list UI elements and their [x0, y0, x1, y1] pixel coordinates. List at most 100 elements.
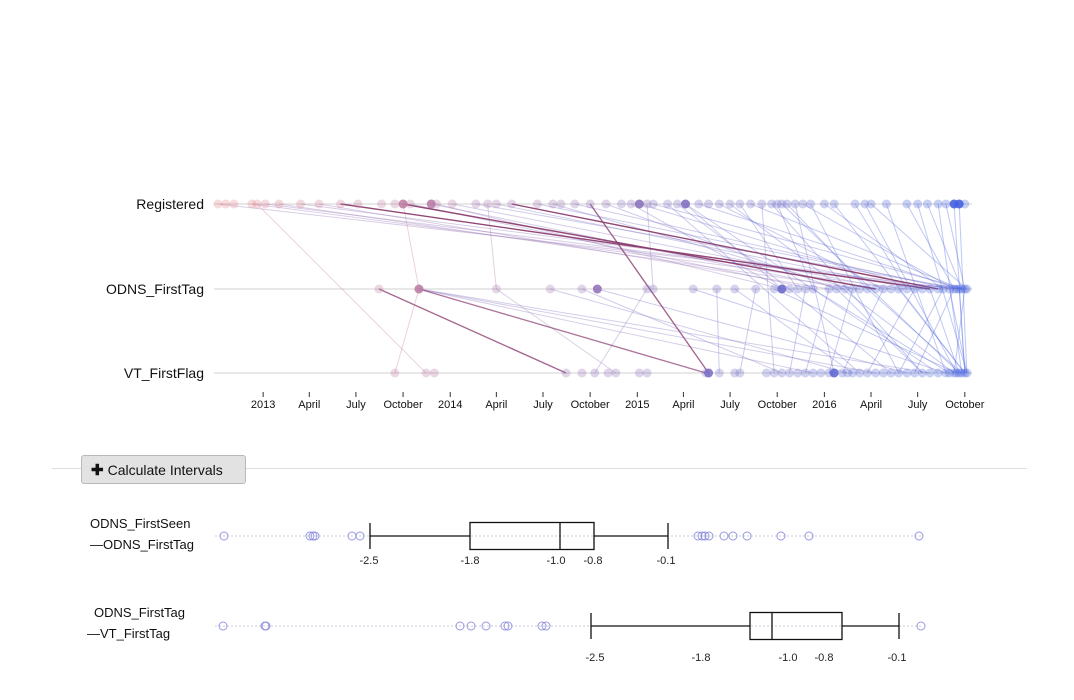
point-0-2 [229, 199, 239, 209]
link-line-72 [773, 288, 957, 374]
point-0-9 [336, 199, 346, 209]
point-1-18 [824, 284, 834, 294]
link-line-5 [300, 203, 955, 290]
link-line-46 [854, 203, 908, 290]
point-1-31 [925, 284, 935, 294]
box-tick-label-1: -1.8 [461, 555, 480, 567]
point-0-43 [767, 199, 777, 209]
outlier-3 [310, 531, 320, 541]
point-2-38 [933, 368, 943, 378]
point-2-46 [962, 368, 972, 378]
point-0-25 [570, 199, 580, 209]
point-1-11 [751, 284, 761, 294]
point-0-23 [548, 199, 558, 209]
link-line-25 [646, 203, 654, 290]
box-tick-label-4: -0.1 [657, 555, 676, 567]
box-tick-label-4: -0.1 [888, 652, 907, 664]
point-0-4 [252, 199, 262, 209]
link-line-44 [824, 203, 944, 290]
box-tick-label-3: -0.8 [584, 555, 603, 567]
timeline-chart: Registered ODNS_FirstTag VT_FirstFlag 20… [106, 196, 985, 411]
point-0-51 [829, 199, 839, 209]
link-line-36 [761, 203, 775, 374]
point-1-2 [491, 284, 501, 294]
point-2-28 [855, 368, 865, 378]
point-1-14 [785, 284, 795, 294]
link-line-34 [739, 203, 799, 290]
outlier-10 [916, 621, 926, 631]
point-1-16 [800, 284, 810, 294]
point-1-19 [832, 284, 842, 294]
point-2-31 [878, 368, 888, 378]
link-line-20 [574, 203, 950, 290]
point-highlight-10 [829, 368, 839, 378]
point-0-47 [790, 199, 800, 209]
outlier-0 [219, 531, 229, 541]
link-highlight-17 [511, 203, 939, 290]
link-line-59 [418, 288, 814, 374]
point-0-1 [221, 199, 231, 209]
point-0-60 [941, 199, 951, 209]
point-highlight-2 [634, 199, 644, 209]
x-tick-label-12: 2016 [812, 399, 836, 411]
point-2-43 [954, 368, 964, 378]
point-2-7 [611, 368, 621, 378]
link-line-51 [917, 203, 968, 374]
link-line-80 [841, 288, 884, 374]
point-2-5 [590, 368, 600, 378]
point-0-14 [405, 199, 415, 209]
point-0-56 [902, 199, 912, 209]
point-0-59 [933, 199, 943, 209]
point-2-37 [925, 368, 935, 378]
point-0-6 [274, 199, 284, 209]
x-tick-label-1: April [298, 399, 320, 411]
link-line-15 [487, 203, 497, 290]
link-line-27 [667, 203, 861, 374]
point-1-38 [957, 284, 967, 294]
point-highlight-5 [954, 199, 964, 209]
link-line-32 [719, 203, 884, 290]
point-2-16 [769, 368, 779, 378]
point-0-57 [913, 199, 923, 209]
point-0-0 [213, 199, 223, 209]
point-2-1 [421, 368, 431, 378]
link-line-31 [698, 203, 960, 290]
link-line-76 [804, 288, 830, 374]
point-0-7 [296, 199, 306, 209]
timeline-svg: 2013 April July October 2014 April July October… [213, 199, 985, 411]
point-2-0 [390, 368, 400, 378]
link-line-33 [729, 203, 955, 374]
link-line-81 [898, 288, 966, 374]
point-0-41 [746, 199, 756, 209]
calculate-intervals-button[interactable]: ✚ Calculate Intervals [81, 455, 246, 484]
point-2-27 [848, 368, 858, 378]
outlier-6 [693, 531, 703, 541]
point-1-28 [902, 284, 912, 294]
point-0-37 [704, 199, 714, 209]
boxplot-label-2: ODNS_FirstTag —VT_FirstTag [87, 602, 185, 644]
boxplot-label-1: ODNS_FirstSeen —ODNS_FirstTag [90, 513, 194, 555]
outlier-4 [466, 621, 476, 631]
point-1-32 [933, 284, 943, 294]
outlier-1 [305, 531, 315, 541]
x-tick-label-11: October [758, 399, 797, 411]
point-1-26 [886, 284, 896, 294]
link-line-30 [685, 203, 939, 374]
boxplot-label-1-line2: —ODNS_FirstTag [90, 537, 195, 552]
outlier-9 [704, 531, 714, 541]
link-line-10 [410, 203, 814, 290]
x-tick-label-5: April [485, 399, 507, 411]
x-tick-label-4: 2014 [438, 399, 462, 411]
point-2-6 [603, 368, 613, 378]
point-1-4 [577, 284, 587, 294]
calculate-intervals-label: Calculate Intervals [107, 462, 223, 478]
link-line-74 [789, 288, 806, 374]
point-highlight-3 [680, 199, 690, 209]
point-2-25 [837, 368, 847, 378]
point-0-24 [556, 199, 566, 209]
link-line-29 [685, 203, 783, 290]
point-2-40 [944, 368, 954, 378]
link-line-79 [867, 288, 963, 374]
point-1-33 [938, 284, 948, 294]
point-1-0 [374, 284, 384, 294]
